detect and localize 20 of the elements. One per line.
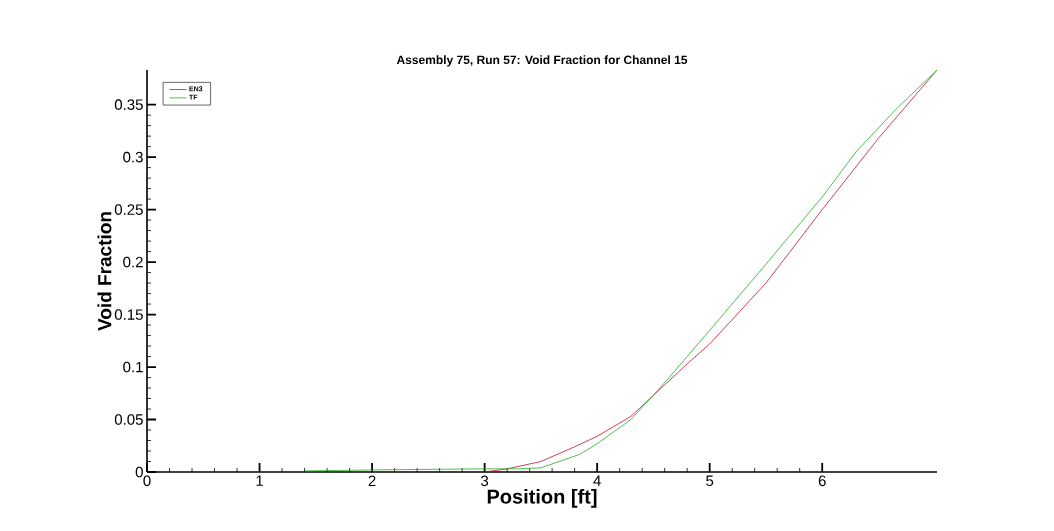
- x-tick-label: 3: [481, 475, 489, 487]
- x-tick-label: 0: [143, 475, 151, 487]
- line-series: [304, 69, 938, 472]
- y-tick-label: 0.1: [123, 361, 143, 373]
- x-tick-label: 6: [818, 475, 826, 487]
- y-tick-label: 0.15: [114, 309, 143, 320]
- x-tick-label: 4: [593, 475, 601, 486]
- y-tick-label: 0: [135, 466, 143, 478]
- chart-title: Assembly 75, Run 57: Void Fraction for Channel 15: [396, 55, 688, 67]
- line-series: [484, 69, 938, 472]
- x-tick-label: 1: [256, 475, 263, 486]
- x-tick-label: 2: [368, 475, 376, 487]
- y-tick-label: 0.05: [114, 414, 143, 425]
- x-axis-title: Position [ft]: [487, 489, 597, 508]
- y-tick-label: 0.35: [114, 99, 143, 110]
- y-tick-label: 0.3: [123, 151, 143, 163]
- y-tick-label: 0.2: [123, 256, 143, 268]
- y-axis-title: Void Fraction: [97, 212, 112, 331]
- x-tick-label: 5: [706, 475, 714, 486]
- y-tick-label: 0.25: [114, 204, 143, 215]
